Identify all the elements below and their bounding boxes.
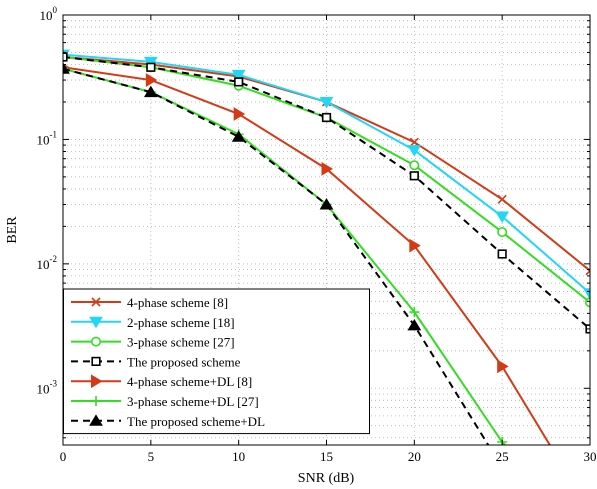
data-point <box>409 171 419 181</box>
data-point <box>231 130 246 142</box>
data-point <box>585 266 590 276</box>
data-point <box>91 336 102 347</box>
legend-item: 3-phase scheme+DL [27] <box>71 394 259 409</box>
legend-item: The proposed scheme <box>71 354 241 369</box>
legend-label: The proposed scheme+DL <box>127 414 265 429</box>
legend-item: 4-phase scheme+DL [8] <box>71 374 252 389</box>
data-point <box>233 107 246 121</box>
data-point <box>91 374 103 389</box>
data-point <box>143 85 158 98</box>
legend-item: The proposed scheme+DL <box>71 414 265 429</box>
series-layer <box>63 49 590 445</box>
x-tick-label: 25 <box>496 449 509 464</box>
x-axis-label: SNR (dB) <box>298 471 355 486</box>
y-tick-label: 10-2 <box>37 254 58 272</box>
legend-item: 2-phase scheme [18] <box>71 315 235 330</box>
data-point <box>409 160 420 171</box>
data-point <box>319 198 334 210</box>
legend-label: 3-phase scheme [27] <box>127 335 235 350</box>
series-line <box>63 67 490 445</box>
data-point <box>409 137 419 147</box>
x-tick-label: 15 <box>320 449 333 464</box>
series <box>63 63 551 445</box>
legend-item: 3-phase scheme [27] <box>71 335 235 350</box>
data-point <box>91 297 101 307</box>
y-tick-label: 10-3 <box>37 378 58 396</box>
data-point <box>321 161 333 176</box>
x-tick-label: 0 <box>60 449 67 464</box>
legend-label: 3-phase scheme+DL [27] <box>127 394 259 409</box>
data-point <box>234 77 244 87</box>
data-point <box>89 414 103 426</box>
data-point <box>407 145 422 157</box>
data-point <box>497 249 507 259</box>
data-point <box>497 359 509 374</box>
y-tick-label: 10-1 <box>37 129 58 147</box>
x-tick-label: 5 <box>148 449 155 464</box>
data-point <box>63 62 70 74</box>
legend-label: 2-phase scheme [18] <box>127 315 235 330</box>
data-point <box>409 238 421 253</box>
data-point <box>497 227 508 238</box>
legend-label: 4-phase scheme+DL [8] <box>127 374 252 389</box>
series <box>63 62 490 445</box>
x-tick-label: 20 <box>408 449 421 464</box>
y-tick-label: 100 <box>40 5 58 23</box>
legend-label: 4-phase scheme [8] <box>127 295 228 310</box>
data-point <box>409 307 420 318</box>
data-point <box>91 396 101 406</box>
data-point <box>319 96 334 109</box>
x-tick-label: 10 <box>232 449 245 464</box>
data-point <box>495 211 510 224</box>
data-point <box>91 356 101 367</box>
data-point <box>497 194 507 204</box>
data-point <box>407 318 422 331</box>
legend-box <box>63 288 370 435</box>
data-point <box>321 112 332 123</box>
x-tick-label: 30 <box>584 449 597 464</box>
y-axis-label: BER <box>5 216 20 244</box>
legend: 4-phase scheme [8] 2-phase scheme [18] 3-p… <box>63 288 370 435</box>
data-point <box>89 316 103 329</box>
legend-label: The proposed scheme <box>127 354 241 369</box>
data-point <box>145 73 158 87</box>
legend-item: 4-phase scheme [8] <box>71 295 228 310</box>
data-point <box>231 69 246 82</box>
data-point <box>146 62 156 72</box>
